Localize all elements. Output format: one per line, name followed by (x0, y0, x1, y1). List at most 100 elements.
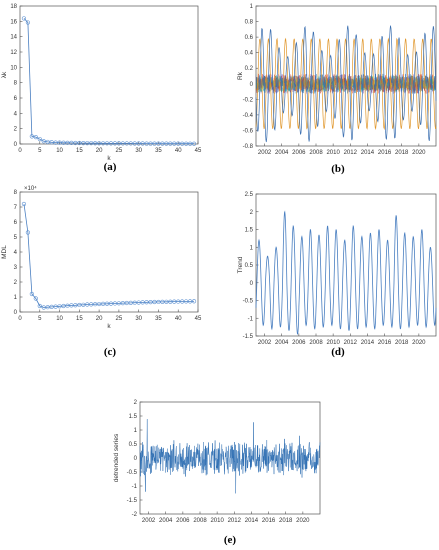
mdl-point (65, 303, 70, 308)
ytick-label-a: 12 (10, 50, 17, 56)
eigenvalue-point (97, 141, 102, 146)
mdl-point (128, 300, 133, 305)
xtick-label-b: 2012 (344, 150, 358, 156)
xtick-label-d: 2002 (258, 340, 272, 346)
ytick-label-c: 8 (14, 190, 18, 196)
xtick-label-d: 2012 (344, 340, 358, 346)
mdl-point (73, 303, 78, 308)
ytick-label-d: 1 (250, 245, 254, 251)
xtick-label-a: 45 (195, 148, 202, 154)
eigenvalue-point (116, 141, 121, 146)
ytick-label-b: -0.4 (243, 113, 254, 119)
plot-area-c (19, 191, 199, 313)
mdl-point (61, 303, 66, 309)
ylabel-d: Trend (237, 256, 244, 273)
ytick-label-e: -1 (132, 484, 138, 490)
mdl-point (187, 299, 193, 304)
mdl-point (97, 301, 102, 307)
eigenvalue-point (120, 141, 125, 146)
ytick-label-d: 0 (250, 281, 254, 287)
exponent-c: ×10⁴ (24, 185, 37, 192)
ytick-label-c: 4 (14, 250, 18, 256)
xtick-label-d: 2010 (326, 340, 340, 346)
eigenvalue-point (93, 141, 98, 146)
mdl-point (168, 299, 173, 304)
mdl-point (148, 300, 153, 305)
eigenvalue-point (140, 141, 145, 146)
eigenvalue-point (136, 141, 141, 146)
ytick-label-c: 7 (14, 205, 18, 211)
xtick-label-e: 2004 (159, 518, 173, 524)
mdl-point (57, 304, 62, 309)
eigenvalue-point (176, 141, 181, 146)
mdl-point (21, 201, 27, 207)
ylabel-c: MDL (1, 245, 8, 259)
ytick-label-d: 1.5 (245, 228, 254, 234)
ytick-label-d: 2 (250, 210, 254, 216)
xtick-label-b: 2008 (309, 150, 323, 156)
ytick-label-c: 0 (14, 310, 18, 316)
xtick-label-a: 25 (116, 148, 123, 154)
mdl-point (124, 300, 129, 306)
xtick-label-e: 2006 (176, 518, 190, 524)
xlabel-a: k (107, 155, 111, 162)
xtick-label-e: 2018 (279, 518, 293, 524)
xtick-label-e: 2002 (142, 518, 156, 524)
mdl-point (49, 304, 54, 310)
ytick-label-a: 18 (10, 4, 17, 10)
mdl-point (164, 299, 169, 304)
eigenvalue-point (164, 141, 169, 146)
xlabel-c: k (107, 323, 111, 330)
mdl-point (93, 302, 98, 307)
xtick-label-b: 2014 (361, 150, 375, 156)
eigenvalue-point (53, 140, 58, 145)
mdl-point (176, 299, 181, 304)
ytick-label-b: -0.8 (243, 144, 254, 150)
ytick-label-b: 0 (250, 82, 254, 88)
eigenvalue-point (25, 20, 31, 25)
panel-a: (a) 0 2 4 6 8 10 12 14 16 18 λk k 0 5 10 15 20 25 30 35 40 45 (1, 4, 202, 173)
mdl-point (29, 291, 34, 297)
eigenvalue-point (57, 140, 62, 145)
detrended-line (139, 419, 321, 494)
ytick-label-e: 1.5 (129, 414, 138, 420)
mdl-point (156, 299, 161, 305)
ytick-label-d: -1 (248, 316, 254, 322)
ytick-label-a: 2 (14, 127, 18, 133)
caption-c: (c) (104, 346, 117, 358)
eigenvalue-point (184, 141, 189, 146)
ytick-label-e: 0.5 (129, 442, 138, 448)
ytick-label-d: -0.5 (243, 299, 254, 305)
ytick-label-e: -1.5 (127, 498, 138, 504)
ytick-label-b: 1 (250, 4, 254, 10)
rc-series-blue (255, 25, 437, 143)
eigenvalue-point (124, 141, 129, 146)
eigenvalue-point (144, 141, 149, 146)
xtick-label-a: 10 (56, 148, 63, 154)
panel-e: (e) -2 -1.5 -1 -0.5 0 0.5 1 1.5 2 detrended series… (113, 400, 321, 546)
xtick-label-d: 2016 (378, 340, 392, 346)
xtick-label-e: 2014 (245, 518, 259, 524)
xtick-label-b: 2002 (258, 150, 272, 156)
xtick-label-a: 5 (38, 148, 42, 154)
mdl-point (108, 301, 114, 306)
eigenvalue-point (152, 141, 157, 146)
eigenvalue-point (89, 141, 94, 146)
mdl-point (180, 299, 185, 304)
ytick-label-c: 2 (14, 280, 18, 286)
xtick-label-d: 2018 (395, 340, 409, 346)
xtick-label-d: 2006 (292, 340, 306, 346)
mdl-point (184, 299, 189, 304)
xtick-label-d: 2008 (309, 340, 323, 346)
ytick-label-b: 0.2 (245, 66, 254, 72)
eigenvalue-point (37, 137, 42, 142)
eigenvalue-point (85, 141, 90, 146)
ytick-label-c: 1 (14, 295, 18, 301)
eigenvalue-point (69, 140, 74, 145)
xtick-label-b: 2020 (412, 150, 426, 156)
ylabel-a: λk (1, 71, 8, 78)
xtick-label-c: 5 (38, 316, 42, 322)
ytick-label-d: -1.5 (243, 334, 254, 340)
plot-area-a (19, 5, 199, 145)
